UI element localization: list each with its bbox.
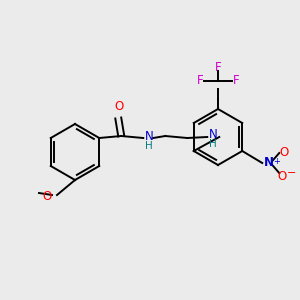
Text: N: N xyxy=(264,157,274,169)
Text: −: − xyxy=(287,168,297,178)
Text: N: N xyxy=(145,130,154,143)
Text: H: H xyxy=(209,139,217,149)
Text: O: O xyxy=(277,170,286,184)
Text: N: N xyxy=(209,128,218,142)
Text: O: O xyxy=(115,100,124,113)
Text: H: H xyxy=(145,141,153,151)
Text: O: O xyxy=(279,146,289,160)
Text: F: F xyxy=(215,61,221,74)
Text: F: F xyxy=(233,74,239,88)
Text: +: + xyxy=(273,158,280,166)
Text: O: O xyxy=(43,190,52,203)
Text: F: F xyxy=(197,74,203,88)
